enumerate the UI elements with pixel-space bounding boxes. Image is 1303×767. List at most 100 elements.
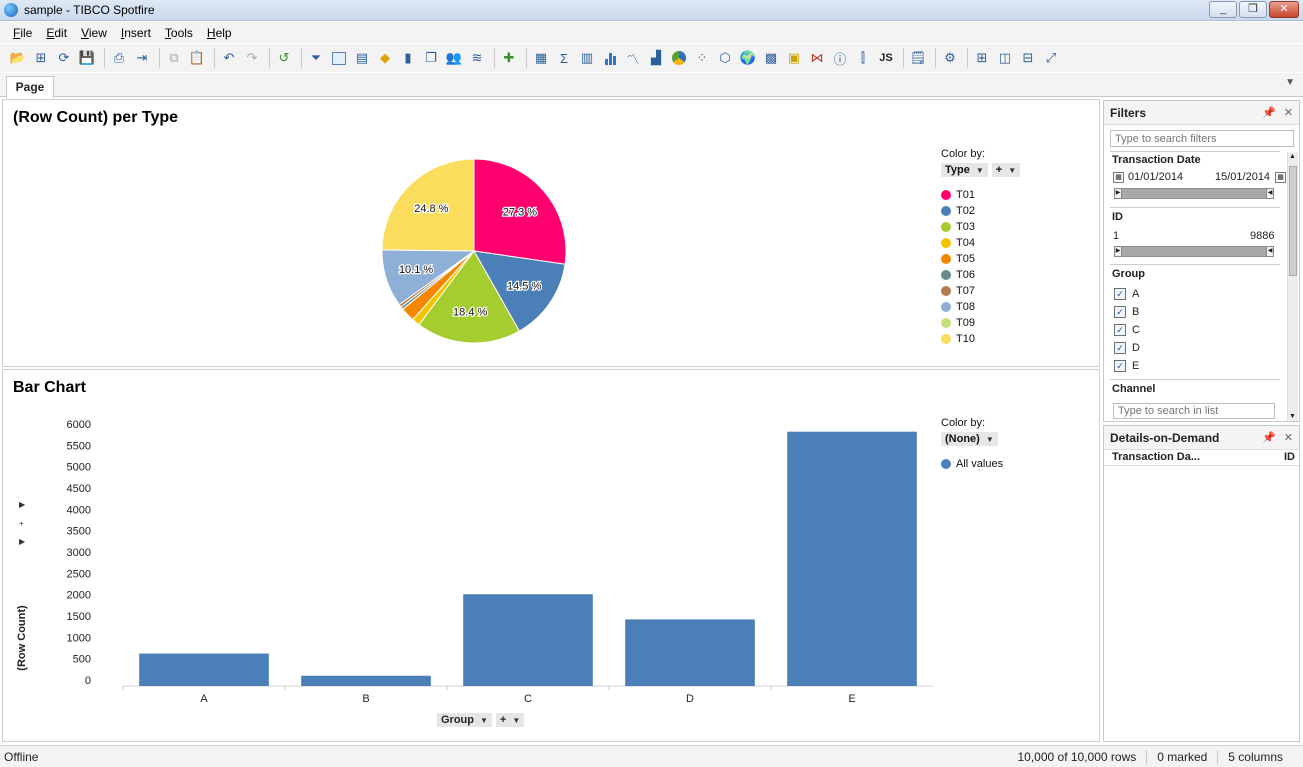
legend-item[interactable]: T08: [941, 299, 1020, 315]
slider-left-handle[interactable]: ▶: [1114, 188, 1122, 199]
settings-gear-icon[interactable]: ⚙: [944, 50, 956, 65]
print-icon[interactable]: ⎙: [113, 50, 125, 65]
graphical-table-icon[interactable]: ▥: [580, 50, 594, 65]
channel-search-input[interactable]: [1113, 403, 1275, 419]
bar-c[interactable]: [463, 594, 593, 686]
scroll-down-icon[interactable]: ▼: [1289, 413, 1296, 420]
pin-icon[interactable]: 📌: [1262, 432, 1276, 444]
group-checkbox-d[interactable]: ✓ D: [1114, 342, 1140, 354]
details-col-transaction-date[interactable]: Transaction Da...: [1112, 451, 1201, 463]
box-plot-icon[interactable]: ⫿: [860, 50, 866, 65]
text-area-icon[interactable]: 🗒: [909, 50, 927, 65]
pie-chart-icon[interactable]: [669, 48, 689, 68]
scrollbar-thumb[interactable]: [1289, 166, 1297, 276]
bar-e[interactable]: [787, 431, 917, 686]
x-axis-add-selector[interactable]: + ▼: [495, 713, 525, 727]
group-checkbox-a[interactable]: ✓ A: [1114, 288, 1139, 300]
maximize-button[interactable]: ❐: [1239, 1, 1267, 18]
treemap-icon[interactable]: ▩: [764, 50, 778, 65]
combination-chart-icon[interactable]: ▟: [651, 50, 661, 65]
minimize-button[interactable]: _: [1209, 1, 1237, 18]
checkbox-checked-icon[interactable]: ✓: [1114, 306, 1126, 318]
pie-slice-t01[interactable]: [473, 158, 567, 265]
checkbox-checked-icon[interactable]: ✓: [1114, 324, 1126, 336]
slider-right-handle[interactable]: ◀: [1266, 246, 1274, 257]
pie-slice-t02[interactable]: [473, 250, 566, 332]
x-axis-selector[interactable]: Group ▼: [437, 713, 492, 727]
pie-slice-t03[interactable]: [418, 250, 521, 344]
reset-filters-icon[interactable]: ↺: [278, 50, 290, 65]
layout-grid-icon[interactable]: ⊞: [976, 50, 988, 65]
legend-item[interactable]: T10: [941, 331, 1020, 347]
tab-page[interactable]: Page: [6, 76, 54, 98]
id-range-slider[interactable]: ▶ ◀: [1114, 246, 1274, 257]
y-axis-add-icon[interactable]: +: [19, 519, 24, 528]
menu-insert[interactable]: Insert: [114, 26, 158, 40]
copy-icon[interactable]: ⧉: [169, 50, 179, 65]
save-icon[interactable]: 💾: [78, 50, 96, 65]
pie-visualization[interactable]: (Row Count) per Type 27.3 % 14.5 % 18.4 % 1…: [2, 99, 1100, 367]
close-window-button[interactable]: ✕: [1269, 1, 1299, 18]
new-page-icon[interactable]: ✚: [503, 50, 515, 65]
lists-icon[interactable]: ❐: [425, 50, 437, 65]
3d-scatter-plot-icon[interactable]: ⬡: [719, 50, 731, 65]
layout-side-by-side-icon[interactable]: ◫: [998, 50, 1012, 65]
filters-scrollbar[interactable]: ▲ ▼: [1287, 152, 1298, 421]
export-icon[interactable]: ⇥: [136, 50, 148, 65]
details-col-id[interactable]: ID: [1284, 451, 1295, 463]
layout-stacked-icon[interactable]: ⊟: [1022, 50, 1034, 65]
legend-item[interactable]: T01: [941, 187, 1020, 203]
y-axis-selector[interactable]: (Row Count): [16, 605, 32, 670]
close-icon[interactable]: ✕: [1283, 107, 1293, 119]
slider-left-handle[interactable]: ▶: [1114, 246, 1122, 257]
parallel-coordinate-icon[interactable]: ⋈: [810, 50, 824, 65]
map-chart-icon[interactable]: 🌍: [739, 50, 757, 65]
summary-table-icon[interactable]: ⓘ: [833, 51, 847, 67]
scroll-up-icon[interactable]: ▲: [1289, 153, 1296, 160]
y-axis-collapse-icon[interactable]: ▶: [19, 537, 26, 546]
group-checkbox-c[interactable]: ✓ C: [1114, 324, 1140, 336]
menu-file[interactable]: File: [6, 26, 39, 40]
filter-search-input[interactable]: [1110, 130, 1294, 147]
pie-color-by-selector[interactable]: Type ▼: [941, 163, 988, 177]
legend-item[interactable]: T07: [941, 283, 1020, 299]
legend-item[interactable]: T05: [941, 251, 1020, 267]
redo-icon[interactable]: ↷: [246, 50, 258, 65]
group-checkbox-e[interactable]: ✓ E: [1114, 360, 1139, 372]
undo-icon[interactable]: ↶: [223, 50, 235, 65]
open-folder-icon[interactable]: 📂: [9, 50, 27, 65]
legend-item[interactable]: All values: [941, 456, 1003, 472]
pie-slice-t10[interactable]: [381, 158, 475, 252]
bar-chart-icon[interactable]: [600, 48, 620, 68]
bar-b[interactable]: [301, 675, 431, 686]
menu-tools[interactable]: Tools: [158, 26, 200, 40]
heat-map-icon[interactable]: ▣: [787, 50, 801, 65]
bar-color-by-selector[interactable]: (None) ▼: [941, 432, 998, 446]
maximize-visualization-icon[interactable]: ⤢: [1045, 50, 1057, 65]
legend-item[interactable]: T03: [941, 219, 1020, 235]
group-checkbox-b[interactable]: ✓ B: [1114, 306, 1139, 318]
calendar-icon[interactable]: ▦: [1275, 171, 1287, 183]
menu-edit[interactable]: Edit: [39, 26, 74, 40]
pie-chart[interactable]: 27.3 % 14.5 % 18.4 % 10.1 % 24.8 %: [3, 100, 1101, 368]
legend-item[interactable]: T02: [941, 203, 1020, 219]
menu-help[interactable]: Help: [200, 26, 239, 40]
checkbox-checked-icon[interactable]: ✓: [1114, 288, 1126, 300]
bookmarks-icon[interactable]: ▮: [404, 50, 412, 65]
legend-item[interactable]: T09: [941, 315, 1020, 331]
bar-chart[interactable]: 0 500 1000 1500 2000 2500 3000 3500 4000 4500 5000…: [3, 370, 1101, 743]
menu-view[interactable]: View: [74, 26, 114, 40]
refresh-data-icon[interactable]: ⟳: [58, 50, 70, 65]
slider-right-handle[interactable]: ◀: [1266, 188, 1274, 199]
bar-a[interactable]: [139, 653, 269, 686]
pin-icon[interactable]: 📌: [1262, 107, 1276, 119]
transaction-date-from[interactable]: ▦ 01/01/2014: [1113, 171, 1183, 183]
javascript-visualization-icon[interactable]: JS: [876, 48, 896, 68]
analytics-icon[interactable]: ≋: [471, 50, 483, 65]
cross-table-icon[interactable]: Σ: [559, 50, 569, 66]
data-panel-icon[interactable]: ▤: [355, 50, 369, 65]
checkbox-checked-icon[interactable]: ✓: [1114, 360, 1126, 372]
table-icon[interactable]: ▦: [534, 50, 548, 65]
calendar-icon[interactable]: ▦: [1113, 171, 1124, 183]
collaboration-icon[interactable]: 👥: [445, 50, 463, 65]
